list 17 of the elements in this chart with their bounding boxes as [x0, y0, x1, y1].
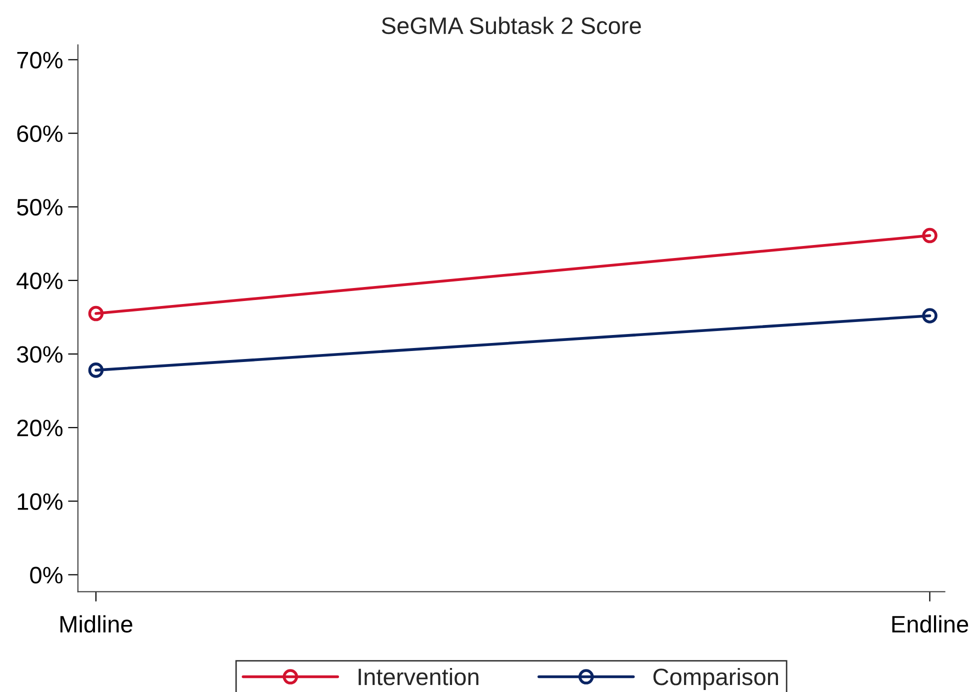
y-tick-label: 30%	[16, 346, 62, 363]
point	[88, 306, 104, 322]
y-tick-label: 20%	[17, 420, 62, 436]
y-tick-label: 50%	[17, 198, 62, 216]
y-tick-label: 40%	[16, 272, 62, 290]
point	[922, 308, 938, 324]
x-tick-label: Endline	[892, 615, 968, 633]
y-tick-label: 70%	[17, 52, 62, 68]
y-tick-label: 60%	[17, 125, 62, 142]
point	[922, 228, 938, 244]
x-tick-label: Midline	[60, 615, 132, 633]
legend-label: Comparison	[653, 668, 778, 690]
chart-title: SeGMA Subtask 2 Score	[382, 16, 641, 34]
y-tick-label: 10%	[18, 493, 62, 510]
y-tick-label: 0%	[30, 566, 62, 584]
legend-label: Intervention	[358, 668, 478, 686]
point	[88, 362, 104, 378]
